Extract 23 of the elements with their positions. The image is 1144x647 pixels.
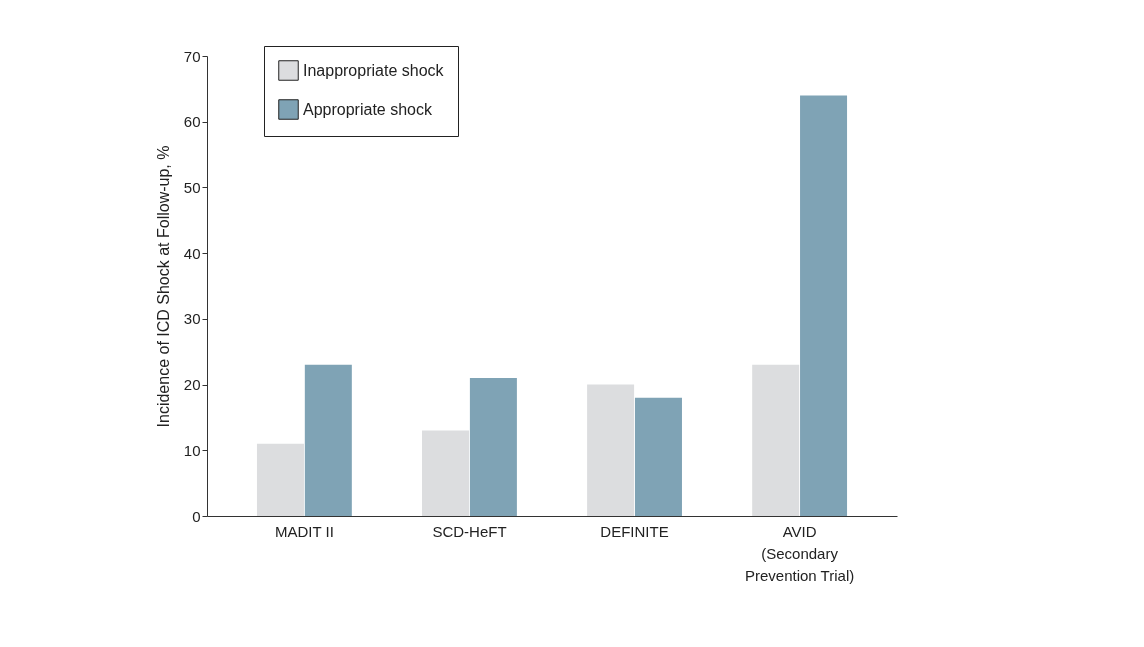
bar xyxy=(422,430,470,516)
bar xyxy=(634,397,682,516)
bar xyxy=(256,443,304,516)
y-axis-title: Incidence of ICD Shock at Follow-up, % xyxy=(154,145,172,428)
bar xyxy=(752,364,800,516)
y-tick-label: 10 xyxy=(183,441,201,459)
bar xyxy=(304,364,352,516)
y-tick-label: 60 xyxy=(183,113,201,131)
y-tick-label: 0 xyxy=(192,507,201,525)
y-tick-label: 50 xyxy=(183,178,201,196)
legend-label: Inappropriate shock xyxy=(303,61,445,79)
bar xyxy=(469,378,517,516)
x-tick-label: AVID (Secondary Prevention Trial) xyxy=(745,522,855,584)
y-tick-label: 70 xyxy=(183,47,201,65)
x-tick-label: MADIT II xyxy=(274,522,334,540)
y-tick-label: 20 xyxy=(183,376,201,394)
legend-label: Appropriate shock xyxy=(303,100,433,118)
y-tick-label: 30 xyxy=(183,310,201,328)
x-tick-label: DEFINITE xyxy=(600,522,669,540)
y-tick-label: 40 xyxy=(183,244,201,262)
x-tick-label: SCD-HeFT xyxy=(432,522,507,540)
bar xyxy=(800,95,848,516)
bar xyxy=(587,384,635,516)
